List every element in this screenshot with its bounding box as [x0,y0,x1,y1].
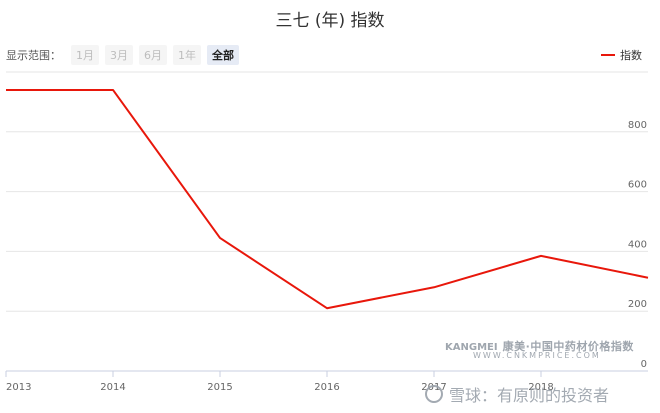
kangmei-logo: KANGMEI [445,342,498,353]
range-6-month-button[interactable]: 6月 [139,45,167,65]
range-label: 显示范围： [6,49,61,62]
y-tick-label: 600 [628,180,647,191]
xueqiu-text: 雪球：有原则的投资者 [449,386,610,405]
legend[interactable]: 指数 [601,47,642,63]
xueqiu-watermark: 雪球：有原则的投资者 [425,382,609,406]
x-tick-label: 2014 [100,382,125,393]
kangmei-watermark: KANGMEI 康美·中国中药材价格指数 WWW.CNKMPRICE.COM [445,335,634,360]
grid [6,71,648,372]
x-tick-label: 2018 [528,382,553,393]
watermark-text: 康美·中国中药材价格指数 [502,340,634,353]
y-tick-label: 200 [628,299,647,310]
range-1-year-button[interactable]: 1年 [173,45,201,65]
range-selector: 显示范围： 1月 3月 6月 1年 全部 [6,45,239,65]
series-line[interactable] [6,88,649,310]
xueqiu-logo-icon [425,385,443,403]
x-tick-label: 2015 [207,382,232,393]
y-axis: 0 200 400 600 800 [628,120,647,370]
series [6,88,649,310]
x-tick-label: 2016 [314,382,339,393]
legend-label: 指数 [620,49,642,62]
range-3-month-button[interactable]: 3月 [105,45,133,65]
range-1-month-button[interactable]: 1月 [71,45,99,65]
legend-swatch [601,54,615,56]
watermark-url: WWW.CNKMPRICE.COM [473,351,601,360]
y-tick-label: 400 [628,239,647,250]
y-tick-label: 0 [641,359,647,370]
y-tick-label: 800 [628,120,647,131]
chart-title: 三七 (年) 指数 [275,11,385,31]
range-all-button[interactable]: 全部 [207,45,239,65]
x-tick-label: 2013 [6,382,31,393]
